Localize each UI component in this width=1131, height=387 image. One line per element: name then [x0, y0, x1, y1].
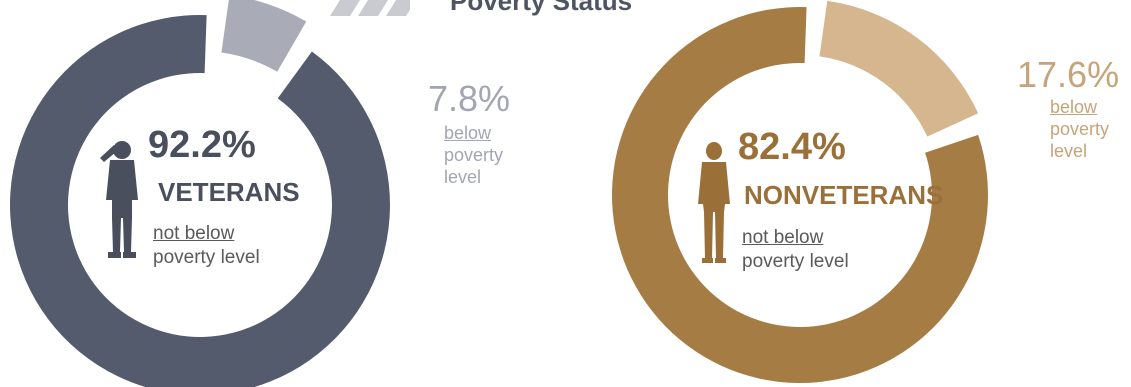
nonveterans-group-label: NONVETERANS — [744, 180, 944, 210]
veterans-minor-value: 7.8% — [428, 78, 511, 119]
nonveterans-minor-description: below poverty level — [1050, 96, 1109, 162]
veterans-main-value: 92.2% — [148, 124, 256, 166]
minor-desc-line-2: poverty — [1050, 119, 1110, 139]
nonveterans-minor-value: 17.6% — [1017, 54, 1120, 95]
veterans-slice-not-below — [10, 15, 390, 387]
main-desc-line-2: poverty level — [153, 247, 260, 268]
nonveterans-slice-not-below — [612, 6, 989, 383]
main-desc-line-1: not below — [153, 223, 235, 244]
nonveterans-main-description: not below poverty level — [742, 226, 849, 274]
main-desc-line-2: poverty level — [742, 251, 849, 272]
minor-desc-line-3: level — [1050, 141, 1088, 161]
nonveterans-slice-below — [819, 0, 979, 137]
person-icon — [698, 142, 730, 263]
veterans-group-label: VETERANS — [158, 177, 300, 207]
veterans-main-description: not below poverty level — [153, 222, 260, 270]
nonveterans-main-value: 82.4% — [738, 126, 846, 168]
veterans-minor-description: below poverty level — [444, 122, 503, 188]
veterans-slice-below — [221, 0, 307, 72]
stripes-decoration — [330, 0, 410, 16]
minor-desc-line-2: poverty — [444, 145, 504, 165]
minor-desc-line-3: level — [444, 167, 482, 187]
soldier-icon — [100, 141, 138, 258]
chart-header: Poverty Status — [320, 0, 720, 16]
minor-desc-line-1: below — [444, 123, 492, 143]
chart-title: Poverty Status — [450, 0, 633, 16]
minor-desc-line-1: below — [1050, 97, 1098, 117]
main-desc-line-1: not below — [742, 227, 824, 248]
